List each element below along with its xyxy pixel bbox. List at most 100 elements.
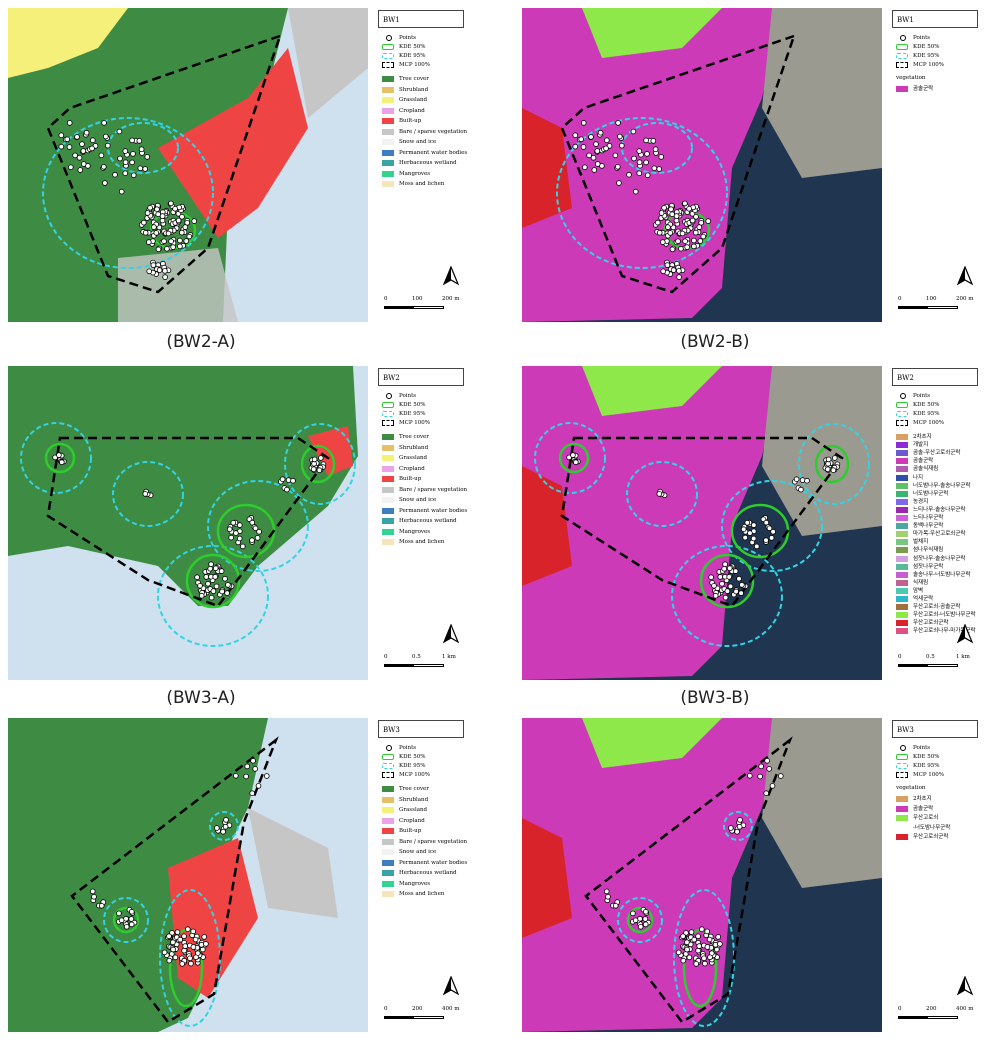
gps-point [643, 137, 649, 144]
legend-veg-class-label: 섬잣나무군락 [913, 563, 944, 570]
legend-class: Mangroves [382, 170, 430, 178]
panel-bw3-landcover: BW3 Points KDE 50% KDE 95% MCP 100% Tree cov… [8, 718, 470, 1032]
scale-label: 0 [384, 1006, 388, 1012]
gps-point [763, 519, 770, 526]
gps-point [166, 957, 173, 964]
legend-class-label: Permanent water bodies [399, 507, 468, 514]
legend-class-swatch [382, 107, 394, 114]
gps-point [284, 486, 290, 493]
gps-point [130, 151, 136, 157]
gps-point [230, 520, 237, 526]
legend-mcp-label: MCP 100% [399, 772, 431, 778]
legend-veg-class: 우산고로쇠군락 [896, 833, 948, 841]
gps-point [588, 134, 594, 140]
legend-bw3-landcover: BW3 Points KDE 50% KDE 95% MCP 100% Tree cov… [376, 718, 470, 1032]
gps-point [742, 534, 749, 541]
legend-mcp-label: MCP 100% [399, 62, 431, 68]
kde95-contour [42, 117, 214, 269]
gps-point [664, 262, 671, 268]
legend-class-swatch [382, 486, 394, 493]
legend-veg-class-swatch [896, 620, 908, 627]
gps-point [616, 180, 622, 186]
legend-bw2-landcover: BW2 Points KDE 50% KDE 95% MCP 100% Tree cov… [376, 366, 470, 680]
gps-point [652, 146, 659, 153]
legend-kde95-swatch [896, 763, 908, 769]
gps-point [615, 164, 621, 170]
legend-veg-class: 동백나무군락 [896, 522, 943, 530]
gps-point [222, 824, 229, 830]
gps-point [191, 218, 198, 224]
gps-point [619, 142, 625, 149]
legend-veg-class-label: 섬잣나무-솔송나무군락 [913, 555, 966, 562]
gps-point [224, 590, 230, 596]
gps-point [724, 588, 731, 594]
legend-veg-class: 섬잣나무-솔송나무군락 [896, 555, 965, 563]
legend-class-label: Tree cover [399, 434, 429, 440]
mcp-polygon [70, 736, 279, 1024]
scale-bar: 0 200 400 m [384, 1006, 466, 1030]
legend-points-label: Points [913, 745, 931, 751]
scale-bar-graphic [898, 1016, 958, 1019]
legend-veg-class-swatch [896, 531, 908, 538]
gps-point [170, 946, 176, 953]
gps-point [697, 238, 704, 244]
legend-class-swatch [382, 807, 394, 813]
legend-class-swatch [382, 838, 394, 845]
gps-point [249, 790, 256, 796]
gps-point [682, 200, 688, 207]
legend-class: Moss and lichen [382, 890, 444, 898]
gps-point [750, 535, 757, 542]
gps-point [643, 159, 649, 166]
legend-mcp-label: MCP 100% [913, 62, 945, 68]
legend-class-swatch [382, 528, 394, 535]
legend-class-label: Mangroves [399, 880, 431, 887]
kde95-contour [556, 117, 728, 269]
gps-point [249, 537, 255, 544]
grassland-area [8, 8, 128, 78]
gps-point [769, 783, 776, 789]
gps-point [146, 239, 152, 245]
legend-mcp-swatch [382, 62, 394, 68]
gps-point [252, 766, 259, 772]
gps-point [155, 246, 162, 253]
legend-veg-class: 곰솔군락 [896, 805, 933, 813]
gps-point [572, 143, 579, 150]
legend-veg-class-label: 동백나무군락 [913, 523, 944, 530]
scale-label: 0 [384, 296, 388, 302]
legend-kde50: KDE 50% [382, 43, 426, 51]
legend-class: Mangroves [382, 880, 430, 888]
legend-veg-class-swatch [896, 515, 908, 521]
legend-class-label: Herbaceous wetland [399, 518, 457, 524]
gps-point [105, 142, 111, 149]
gps-point [686, 206, 692, 212]
gps-point [219, 588, 225, 595]
legend-class: Snow and ice [382, 848, 436, 856]
gps-point [182, 224, 189, 230]
legend-veg-class: 곰솔군락 [896, 457, 933, 465]
gps-point [727, 583, 734, 590]
legend-kde50-swatch [896, 402, 908, 408]
legend-veg-class-swatch [896, 490, 908, 497]
panel-bw1-vegetation: BW1 Points KDE 50% KDE 95% MCP 100% vegetati… [522, 8, 984, 322]
legend-class-label: Herbaceous wetland [399, 160, 457, 166]
gps-point [758, 763, 765, 770]
legend-mcp: MCP 100% [382, 419, 430, 427]
legend-points-swatch [382, 35, 394, 41]
gps-point [205, 580, 211, 587]
legend-points: Points [382, 392, 416, 400]
map-bw2-landcover [8, 366, 368, 680]
gps-point [225, 582, 231, 588]
gps-point [317, 455, 324, 461]
legend-class: Tree cover [382, 433, 429, 441]
gps-point [179, 214, 185, 220]
legend-veg-class-swatch [896, 796, 908, 802]
legend-class-swatch [382, 507, 394, 514]
gps-point [632, 917, 639, 924]
legend-class-label: Built-up [399, 476, 422, 482]
legend-veg-class-label: 솔송나무-너도밤나무군락 [913, 571, 971, 578]
map-canvas [8, 8, 368, 322]
legend-class-swatch [382, 476, 394, 482]
gps-point [736, 824, 743, 830]
gps-point [660, 268, 667, 275]
legend-veg-class-swatch [896, 86, 908, 92]
